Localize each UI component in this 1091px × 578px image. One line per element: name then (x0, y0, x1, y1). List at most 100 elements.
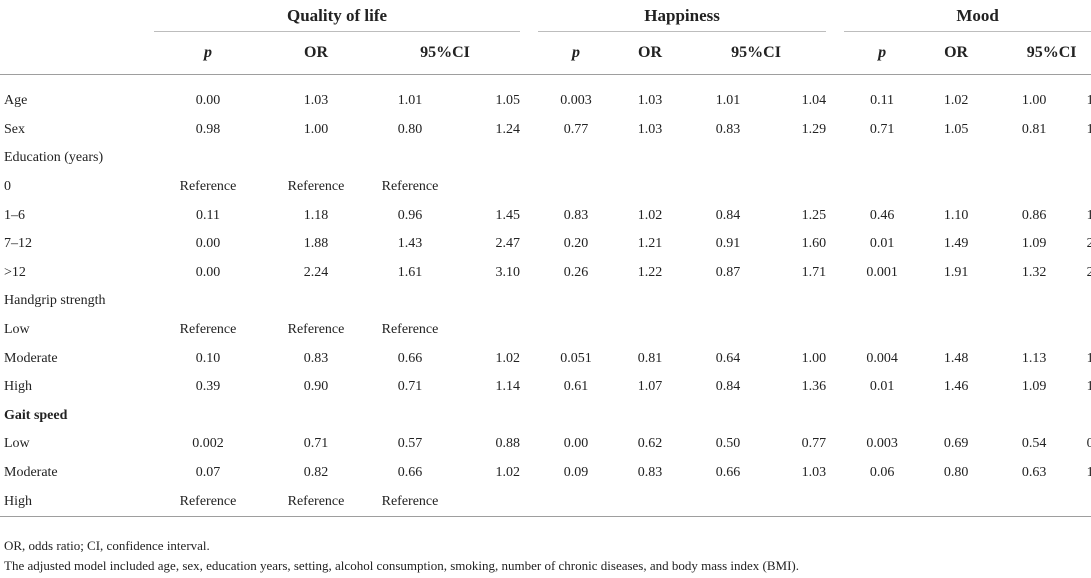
table-cell: Reference (287, 179, 345, 195)
table-cell: 0.07 (195, 465, 221, 481)
group-header-quality-of-life: Quality of life (154, 0, 521, 32)
table-row: Moderate 0.10 0.83 0.66 1.02 0.051 0.81 0.64 1.0… (0, 344, 1091, 373)
table-cell: 0.71 (397, 379, 423, 395)
table-cell: 1.60 (801, 236, 827, 252)
table-cell: 0.01 (869, 379, 895, 395)
table-cell (538, 402, 614, 431)
table-cell: 1.02 (637, 207, 663, 223)
table-cell (920, 402, 992, 431)
table-cell: 0.06 (869, 465, 895, 481)
row-label: Moderate (4, 465, 58, 481)
table-cell (450, 402, 520, 431)
table-cell: 3.10 (495, 264, 521, 280)
table-row: 0 Reference Reference Reference (0, 173, 1091, 202)
table-cell: 1.01 (1086, 465, 1091, 481)
row-label: Handgrip strength (4, 293, 106, 309)
table-cell: 0.91 (715, 236, 741, 252)
table-row: Handgrip strength (0, 287, 1091, 316)
table-cell: 2.24 (303, 264, 329, 280)
table-cell: 1.29 (801, 121, 827, 137)
table-cell: 0.39 (195, 379, 221, 395)
table-cell: 1.46 (943, 379, 969, 395)
table-cell: 0.11 (196, 207, 220, 223)
table-cell: 1.10 (943, 207, 969, 223)
table-cell: Reference (262, 487, 370, 517)
table-cell: 0.001 (866, 264, 898, 280)
table-cell: 0.002 (192, 436, 224, 452)
table-cell: 1.36 (801, 379, 827, 395)
table-cell (614, 287, 686, 316)
table-cell: 0.54 (1021, 436, 1047, 452)
table-cell: 2.05 (1086, 236, 1091, 252)
row-label: Gait speed (4, 407, 68, 423)
col-header-or: OR (944, 44, 969, 61)
table-cell (770, 402, 826, 431)
table-cell: 0.84 (715, 207, 741, 223)
table-cell: 0.63 (1021, 465, 1047, 481)
table-cell (770, 487, 827, 517)
table-cell: 0.69 (943, 436, 969, 452)
table-cell: 1.01 (397, 93, 423, 109)
table-cell: 0.004 (866, 350, 898, 366)
table-row: Low Reference Reference Reference (0, 316, 1091, 345)
table-cell: 0.82 (303, 465, 329, 481)
table-cell: 0.61 (563, 379, 589, 395)
table-cell: 0.09 (563, 465, 589, 481)
table-cell: 1.24 (495, 121, 521, 137)
table-row: Gait speed (0, 402, 1091, 431)
table-cell: 1.71 (801, 264, 827, 280)
table-cell (538, 173, 614, 202)
table-cell: 1.21 (637, 236, 663, 252)
table-cell: 1.35 (1086, 121, 1091, 137)
col-header-or: OR (638, 44, 663, 61)
table-cell (770, 316, 826, 345)
row-label: Moderate (4, 350, 58, 366)
table-cell: 1.91 (943, 264, 969, 280)
table-cell (450, 173, 520, 202)
table-cell (686, 316, 770, 345)
table-cell: 0.81 (1021, 121, 1047, 137)
col-header-ci: 95%CI (731, 44, 781, 61)
table-cell: 0.50 (715, 436, 741, 452)
table-row: High Reference Reference Reference (0, 487, 1091, 517)
table-cell: 0.00 (563, 436, 589, 452)
table-cell (1076, 487, 1091, 517)
table-cell: Reference (381, 322, 439, 338)
row-label: Age (4, 93, 28, 109)
table-cell: 0.003 (866, 436, 898, 452)
table-body: Age 0.00 1.03 1.01 1.05 0.003 1.03 1.01 1.04 0.11… (0, 87, 1091, 517)
table-row: 7–12 0.00 1.88 1.43 2.47 0.20 1.21 0.91 1.60 0.01… (0, 230, 1091, 259)
table-cell: Reference (179, 322, 237, 338)
table-cell: 0.051 (560, 350, 592, 366)
table-cell: 1.09 (1021, 379, 1047, 395)
row-label: 0 (4, 179, 11, 195)
table-cell: 0.26 (563, 264, 589, 280)
table-cell: 0.84 (715, 379, 741, 395)
table-cell: 2.47 (495, 236, 521, 252)
subheader-row: p OR 95%CI p OR 95%CI p OR 95%CI (0, 32, 1091, 75)
table-cell: 0.81 (637, 350, 663, 366)
table-cell (992, 144, 1076, 173)
table-cell: 1.40 (1086, 207, 1091, 223)
table-cell: 0.86 (1021, 207, 1047, 223)
table-cell: Reference (154, 487, 262, 517)
table-cell (614, 402, 686, 431)
table-cell (370, 287, 450, 316)
table-cell: 0.88 (1086, 436, 1091, 452)
table-cell: Reference (287, 322, 345, 338)
row-label: 7–12 (4, 236, 32, 252)
table-cell: 1.03 (303, 93, 329, 109)
table-cell (154, 287, 262, 316)
table-cell (1076, 173, 1091, 202)
table-row: Sex 0.98 1.00 0.80 1.24 0.77 1.03 0.83 1.29 0.71 1… (0, 116, 1091, 145)
table-cell (920, 287, 992, 316)
table-cell: 1.04 (1086, 93, 1091, 109)
table-cell: Reference (381, 179, 439, 195)
table-cell (686, 487, 771, 517)
table-cell: 1.03 (637, 93, 663, 109)
table-cell (614, 173, 686, 202)
table-cell: 1.61 (397, 264, 423, 280)
table-cell (844, 402, 920, 431)
table-cell (770, 173, 826, 202)
table-cell: 1.48 (943, 350, 969, 366)
